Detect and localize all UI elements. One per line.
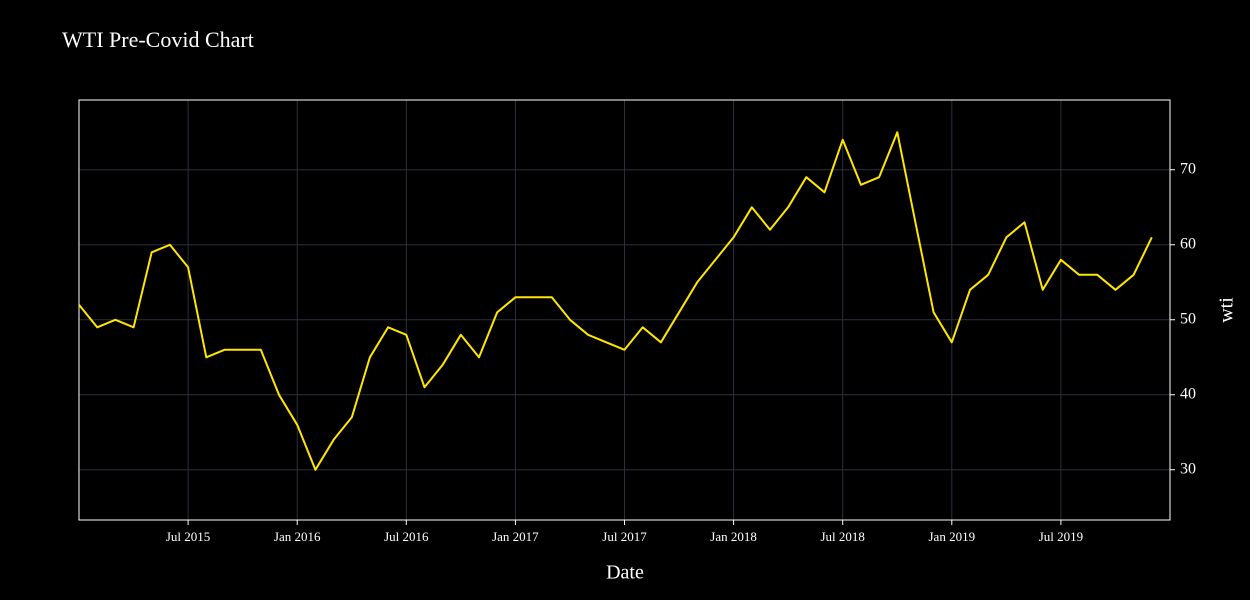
chart-title: WTI Pre-Covid Chart xyxy=(62,27,254,52)
x-tick-label: Jul 2015 xyxy=(166,529,210,544)
plot-frame xyxy=(78,99,1171,521)
y-tick-label: 50 xyxy=(1180,310,1196,327)
x-tick-label: Jan 2017 xyxy=(492,529,539,544)
x-tick-label: Jul 2016 xyxy=(384,529,429,544)
x-tick-label: Jul 2018 xyxy=(820,529,864,544)
y-tick-label: 40 xyxy=(1180,385,1196,402)
y-tick-label: 60 xyxy=(1180,235,1196,252)
y-tick-label: 70 xyxy=(1180,160,1196,177)
y-axis-label: wti xyxy=(1216,297,1238,323)
x-tick-label: Jul 2019 xyxy=(1039,529,1083,544)
x-tick-label: Jul 2017 xyxy=(602,529,647,544)
x-tick-label: Jan 2016 xyxy=(274,529,321,544)
x-axis-label: Date xyxy=(606,562,644,584)
y-tick-label: 30 xyxy=(1180,460,1196,477)
x-tick-label: Jan 2018 xyxy=(710,529,757,544)
x-tick-label: Jan 2019 xyxy=(929,529,976,544)
price-line xyxy=(78,131,1153,471)
